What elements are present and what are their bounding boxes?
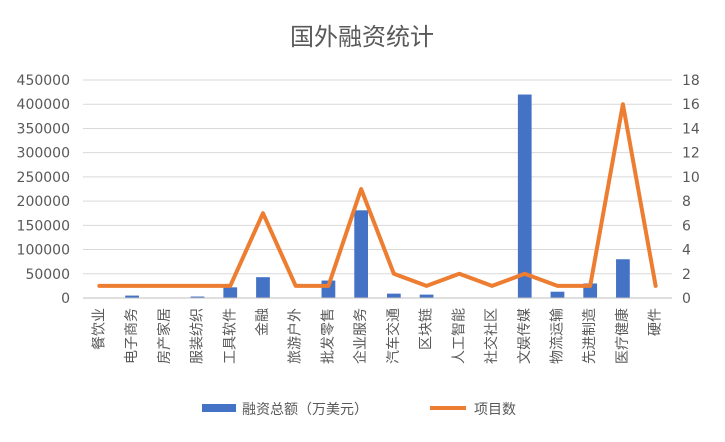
left-tick-label: 200000 (17, 194, 70, 210)
left-tick-label: 250000 (17, 170, 70, 186)
category-label: 房产家居 (156, 308, 173, 364)
left-tick-label: 100000 (17, 243, 70, 259)
bar (256, 277, 270, 298)
legend: 融资总额（万美元） 项目数 (202, 402, 516, 418)
category-label: 硬件 (648, 308, 664, 336)
bar (354, 210, 369, 298)
category-label: 工具软件 (222, 308, 238, 364)
bar (125, 295, 139, 298)
category-label: 批发零售 (320, 308, 336, 364)
left-tick-label: 350000 (17, 121, 70, 137)
bar (616, 259, 630, 298)
right-tick-label: 10 (682, 170, 700, 186)
category-label: 人工智能 (451, 308, 467, 364)
category-label: 餐饮业 (91, 308, 107, 350)
right-tick-label: 2 (682, 267, 691, 283)
right-axis-ticks: 0 2 4 6 8 10 12 14 16 18 (682, 73, 700, 307)
category-label: 金融 (255, 308, 271, 336)
bar (419, 294, 434, 298)
category-labels: 餐饮业 电子商务 房产家居 服装纺织 工具软件 金融 旅游户外 批发零售 企业服务 汽车交通 区块链… (91, 308, 663, 364)
right-tick-label: 16 (682, 97, 700, 113)
bar-series (125, 94, 630, 299)
legend-line-label: 项目数 (474, 402, 516, 418)
right-tick-label: 12 (682, 146, 700, 162)
category-label: 服装纺织 (190, 308, 206, 364)
category-label: 物流运输 (549, 308, 565, 364)
bar (517, 94, 532, 299)
series-line (97, 102, 658, 288)
bar (550, 291, 565, 298)
legend-bar-swatch (202, 404, 236, 412)
right-tick-label: 0 (682, 291, 691, 307)
left-tick-label: 300000 (17, 146, 70, 162)
left-tick-label: 50000 (25, 267, 70, 283)
right-tick-label: 6 (682, 218, 691, 234)
bar (223, 287, 238, 298)
category-label: 旅游户外 (287, 308, 304, 364)
right-tick-label: 4 (682, 243, 691, 259)
left-tick-label: 400000 (17, 97, 70, 113)
gridlines (83, 79, 672, 299)
right-tick-label: 8 (682, 194, 691, 210)
legend-bar-label: 融资总额（万美元） (242, 402, 368, 418)
line-series (97, 102, 658, 288)
category-label: 先进制造 (582, 308, 598, 364)
bar (386, 293, 401, 298)
left-axis-ticks: 0 50000 100000 150000 200000 250000 300000 3500… (17, 73, 70, 307)
bar (190, 296, 205, 298)
left-tick-label: 450000 (17, 73, 70, 89)
category-label: 电子商务 (124, 308, 140, 364)
chart-title: 国外融资统计 (290, 23, 434, 51)
category-label: 汽车交通 (385, 308, 402, 364)
left-tick-label: 0 (61, 291, 70, 307)
right-tick-label: 18 (682, 73, 700, 89)
right-tick-label: 14 (682, 121, 700, 137)
category-label: 社交社区 (483, 308, 500, 364)
category-label: 文娱传媒 (517, 308, 533, 364)
left-tick-label: 150000 (17, 218, 70, 234)
category-label: 区块链 (419, 308, 435, 350)
category-label: 医疗健康 (614, 308, 631, 364)
category-label: 企业服务 (352, 308, 369, 364)
